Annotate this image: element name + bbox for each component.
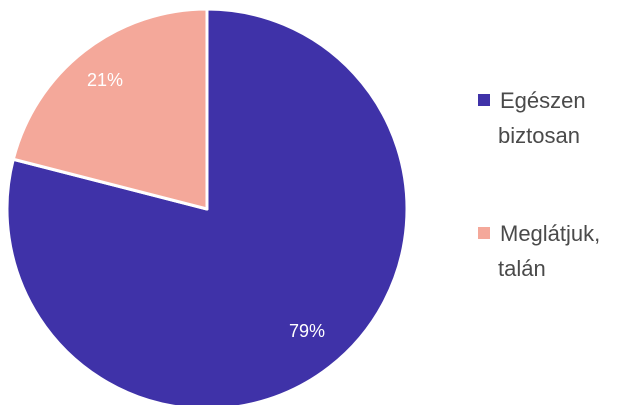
legend-label-2-line-2: talán — [498, 256, 546, 281]
pie-slices — [5, 7, 409, 410]
pie-slice-label-1: 79% — [289, 321, 325, 341]
legend-swatch-2 — [478, 227, 490, 239]
legend-label-1-line-1: Egészen — [500, 88, 586, 113]
legend-label-1-line-2: biztosan — [498, 123, 580, 148]
pie-slice-label-2: 21% — [87, 70, 123, 90]
legend: Egészen biztosan Meglátjuk, talán — [478, 88, 600, 281]
pie-slice-2 — [11, 7, 209, 211]
legend-swatch-1 — [478, 94, 490, 106]
legend-label-2-line-1: Meglátjuk, — [500, 221, 600, 246]
pie-slice-labels: 79% 21% — [87, 70, 325, 341]
